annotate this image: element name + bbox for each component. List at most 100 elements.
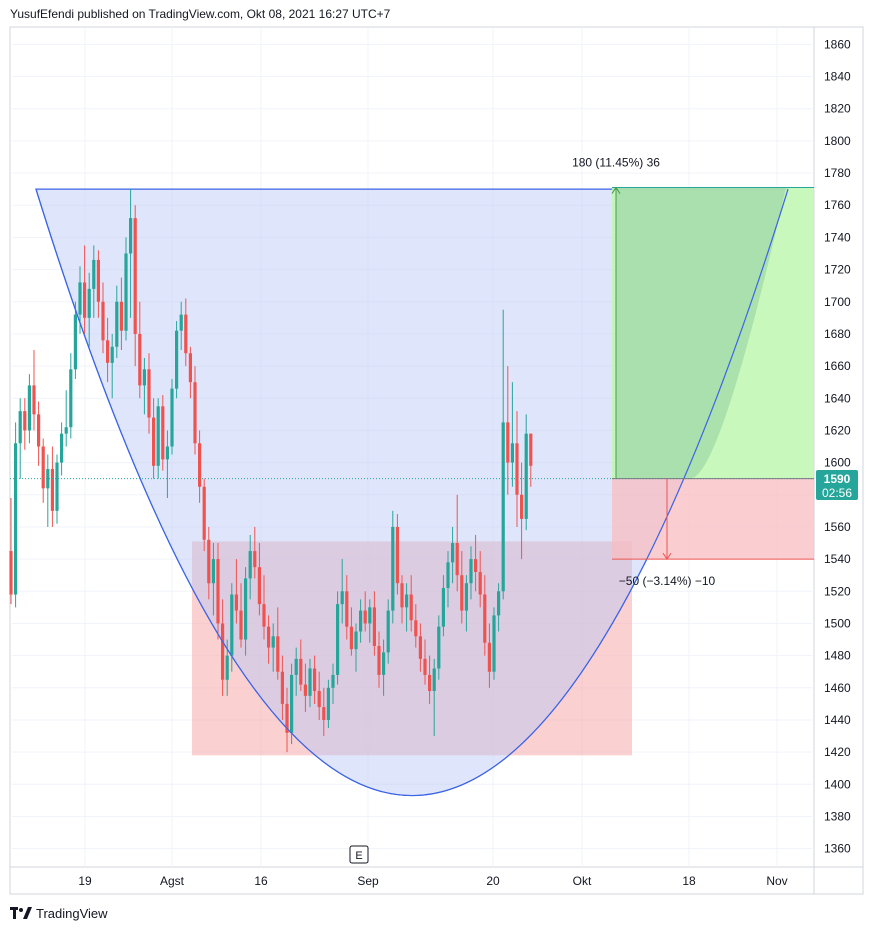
candle-body xyxy=(515,443,519,495)
time-tick-label: Agst xyxy=(160,874,185,888)
candle-body xyxy=(469,559,473,584)
candle-body xyxy=(198,443,202,487)
candle-body xyxy=(492,615,496,672)
footer: TradingView xyxy=(10,904,108,922)
candle-body xyxy=(115,301,119,347)
pattern-box xyxy=(192,541,632,756)
candle-body xyxy=(60,433,64,463)
candle-body xyxy=(78,282,82,315)
candle-body xyxy=(336,604,340,675)
candle-body xyxy=(363,610,367,624)
tradingview-logo-icon xyxy=(10,907,32,919)
candle-body xyxy=(142,369,146,386)
candle-body xyxy=(147,369,151,418)
earnings-marker[interactable]: E xyxy=(349,845,369,864)
candle-body xyxy=(41,446,45,489)
candle-body xyxy=(83,282,87,318)
target-overlap xyxy=(616,187,786,479)
earnings-marker-box xyxy=(349,845,369,864)
candle-body xyxy=(451,543,455,563)
candle-body xyxy=(372,607,376,646)
candle-body xyxy=(428,674,432,692)
overlays: 180 (11.45%) 36 −50 (−3.14%) −10 xyxy=(10,156,814,796)
candle-body xyxy=(257,567,261,605)
candle-body xyxy=(524,433,528,519)
price-tick-label: 1780 xyxy=(824,166,851,180)
candle-body xyxy=(239,610,243,640)
candle-body xyxy=(32,385,36,415)
candle-body xyxy=(345,591,349,627)
candle-body xyxy=(506,422,510,463)
candle-body xyxy=(340,591,344,605)
price-tick-label: 1560 xyxy=(824,520,851,534)
candle-body xyxy=(349,626,353,650)
candle-body xyxy=(267,626,271,648)
price-tick-label: 1380 xyxy=(824,809,851,823)
stop-zone xyxy=(612,478,814,560)
candle-body xyxy=(294,658,298,675)
time-tick-label: Nov xyxy=(766,874,787,888)
price-tick-label: 1660 xyxy=(824,359,851,373)
price-tick-label: 1520 xyxy=(824,584,851,598)
candle-body xyxy=(110,346,114,363)
candle-body xyxy=(326,687,330,720)
candle-body xyxy=(529,433,533,466)
candle-body xyxy=(501,422,505,592)
candle-body xyxy=(464,583,468,611)
candle-body xyxy=(225,655,229,680)
last-price-badge-bg xyxy=(816,470,858,500)
candle-body xyxy=(446,562,450,589)
price-tick-label: 1400 xyxy=(824,777,851,791)
price-tick-label: 1360 xyxy=(824,842,851,856)
candle-body xyxy=(87,288,91,318)
time-tick-label: 19 xyxy=(78,874,92,888)
candle-body xyxy=(313,668,317,692)
candle-body xyxy=(322,707,326,720)
candle-body xyxy=(271,636,275,648)
plot-border xyxy=(9,26,864,895)
candle-body xyxy=(460,575,464,611)
earnings-marker-label: E xyxy=(355,850,362,862)
candle-body xyxy=(290,674,294,733)
candle-body xyxy=(161,406,165,460)
candle-body xyxy=(299,658,303,685)
candle-body xyxy=(64,427,68,434)
candle-body xyxy=(414,620,418,637)
candle-body xyxy=(303,684,307,696)
candle-body xyxy=(179,314,183,331)
candle-body xyxy=(230,594,234,656)
candle-body xyxy=(400,583,404,608)
price-tick-label: 1720 xyxy=(824,263,851,277)
candle-body xyxy=(124,253,128,331)
candle-body xyxy=(23,411,27,431)
time-axis[interactable]: 19 Agst 16 Sep 20 Okt 18 Nov xyxy=(78,874,787,888)
candles xyxy=(9,189,533,753)
price-tick-label: 1680 xyxy=(824,327,851,341)
price-tick-label: 1760 xyxy=(824,198,851,212)
candle-body xyxy=(359,610,363,632)
candle-body xyxy=(418,636,422,659)
candle-body xyxy=(170,388,174,447)
candle-body xyxy=(253,551,257,568)
candle-body xyxy=(510,443,514,463)
price-tick-label: 1420 xyxy=(824,745,851,759)
candle-body xyxy=(9,551,13,595)
candle-body xyxy=(165,446,169,460)
candle-body xyxy=(276,636,280,672)
price-axis[interactable]: 1360 1380 1400 1420 1440 1460 1480 1500 1520 1540… xyxy=(824,37,851,855)
candle-body xyxy=(119,301,123,331)
tradingview-brand: TradingView xyxy=(36,905,108,921)
time-tick-label: Sep xyxy=(357,874,379,888)
last-price-badge: 1590 02:56 xyxy=(816,470,858,500)
price-tick-label: 1480 xyxy=(824,649,851,663)
candle-body xyxy=(152,417,156,466)
candle-body xyxy=(441,588,445,627)
candle-body xyxy=(37,414,41,447)
candle-body xyxy=(391,526,395,611)
candle-body xyxy=(382,652,386,675)
candle-body xyxy=(221,623,225,680)
price-tick-label: 1460 xyxy=(824,681,851,695)
last-price-value: 1590 xyxy=(824,472,851,486)
candle-body xyxy=(483,594,487,643)
